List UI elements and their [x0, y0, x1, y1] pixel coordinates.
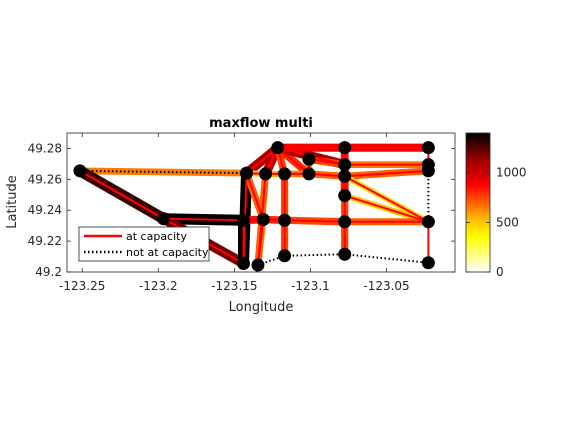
- legend: at capacity not at capacity: [78, 226, 210, 262]
- node-n10: [278, 167, 292, 181]
- edge-9: [245, 172, 265, 220]
- x-tick-label-0: -123.25: [59, 279, 105, 293]
- node-n6: [251, 258, 265, 272]
- y-ticks: 49.2 49.22 49.24 49.26 49.28: [28, 141, 455, 279]
- node-n19: [338, 215, 352, 229]
- y-tick-label-1: 49.22: [28, 234, 62, 248]
- node-n16: [338, 158, 352, 172]
- node-n9: [271, 141, 285, 155]
- node-n18: [338, 189, 352, 203]
- node-n20: [338, 247, 352, 261]
- x-tick-label-1: -123.2: [139, 279, 178, 293]
- x-axis-label: Longitude: [229, 300, 294, 315]
- legend-box: [78, 226, 210, 262]
- node-n21: [421, 141, 435, 155]
- edge-2: [79, 169, 165, 220]
- x-tick-label-4: -123.05: [363, 279, 409, 293]
- y-axis-label: Latitude: [5, 175, 20, 229]
- colorbar-tick-label-0: 0: [496, 265, 504, 279]
- edge-7: [245, 146, 279, 174]
- node-n25: [421, 256, 435, 270]
- edge-29: [344, 169, 429, 178]
- legend-label-not-at-capacity: not at capacity: [126, 246, 209, 259]
- node-n24: [421, 215, 435, 229]
- colorbar-tick-label-2: 1000: [496, 166, 527, 180]
- edge-35: [284, 219, 345, 223]
- y-tick-label-0: 49.2: [35, 265, 62, 279]
- colorbar-ticks: 0 500 1000: [466, 166, 527, 279]
- node-n23: [421, 164, 435, 178]
- edge-32: [344, 194, 429, 223]
- edge-30: [344, 175, 429, 223]
- node-n8: [259, 167, 273, 181]
- nodes-layer: [73, 141, 435, 272]
- y-tick-label-2: 49.24: [28, 203, 62, 217]
- edge-15: [277, 146, 310, 175]
- edge-3: [163, 217, 244, 222]
- legend-label-at-capacity: at capacity: [126, 230, 187, 243]
- y-tick-label-4: 49.28: [28, 141, 62, 155]
- node-n15: [338, 141, 352, 155]
- colorbar: 0 500 1000: [465, 132, 527, 279]
- colorbar-tick-label-1: 500: [496, 215, 519, 229]
- x-ticks: -123.25 -123.2 -123.15 -123.1 -123.05: [59, 133, 410, 293]
- node-n12: [278, 249, 292, 263]
- node-n7: [256, 212, 270, 226]
- node-n1: [73, 164, 87, 178]
- x-tick-label-2: -123.15: [211, 279, 257, 293]
- colorbar-gradient: [465, 132, 491, 273]
- node-n2: [157, 212, 171, 226]
- node-n3: [237, 213, 251, 227]
- node-n13: [302, 152, 316, 166]
- plot-frame: [66, 132, 456, 273]
- node-n14: [302, 167, 316, 181]
- node-n5: [240, 166, 254, 180]
- y-tick-label-3: 49.26: [28, 172, 62, 186]
- node-n17: [338, 169, 352, 183]
- node-n11: [278, 213, 292, 227]
- edge-flow-0: [79, 167, 247, 177]
- node-n4: [237, 257, 251, 271]
- x-tick-label-3: -123.1: [291, 279, 330, 293]
- chart-title: maxflow multi: [209, 116, 313, 131]
